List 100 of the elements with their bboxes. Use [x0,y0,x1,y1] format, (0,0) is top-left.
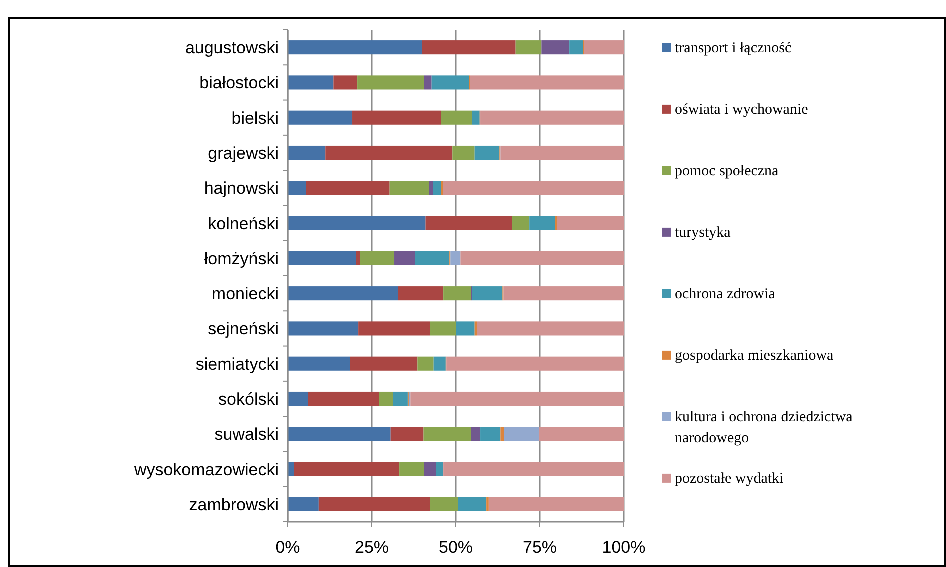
y-tick-label: zambrowski [189,495,279,514]
bar [450,251,461,266]
legend-label: gospodarka mieszkaniowa [675,348,834,364]
bar [288,286,398,301]
bar [288,181,306,196]
bar [415,251,450,266]
bar [488,497,624,512]
bar [432,76,470,90]
bar [557,216,624,230]
bar [410,392,624,406]
y-tick-label: grajewski [208,144,279,163]
x-tick-label: 25% [354,538,390,557]
bar [318,497,430,512]
bar [441,110,472,125]
bar [288,356,350,371]
bar [358,322,430,336]
bar [288,497,319,512]
legend-label: pomoc społeczna [675,163,780,180]
legend-label: turystyka [675,224,732,241]
bar [334,76,358,90]
bar [326,146,453,160]
y-tick-label: łomżyński [204,249,279,268]
bar [433,181,442,196]
bar [418,356,434,371]
bar [452,146,475,160]
y-tick-label: hajnowski [204,179,279,198]
x-tick-label: 0% [276,538,300,557]
bar [422,40,516,55]
legend-label: pozostałe wydatki [675,470,784,487]
x-tick-label: 75% [522,538,558,557]
bar [570,40,584,55]
bar [504,427,539,442]
bar [308,392,380,406]
bar [500,427,504,442]
bar [424,76,432,90]
bar [584,40,624,55]
x-tick-label: 50% [438,538,474,557]
y-tick-label: sokólski [218,390,279,409]
bar [516,40,542,55]
bar [471,427,481,442]
bar [430,497,458,512]
bar [444,286,472,301]
y-tick-label: siemiatycki [196,354,279,374]
bar [390,181,430,196]
y-tick-label: moniecki [212,284,279,304]
bar [443,181,624,196]
bar [294,462,400,476]
bar [538,427,624,442]
bar [400,462,424,476]
bar [356,251,360,266]
bar [472,110,480,125]
bar [444,462,624,476]
bar [394,392,408,406]
bar [394,251,416,266]
bar [430,322,456,336]
bar [530,216,556,230]
bar [460,251,624,266]
bar [358,76,424,90]
bar [288,322,359,336]
legend-label: oświata i wychowanie [675,102,809,118]
y-tick-label: suwalski [214,425,279,444]
bar [436,462,444,476]
legend-label: kultura i ochrona dziedzictwa narodowego [675,409,854,446]
bar [390,427,424,442]
y-tick-label: kolneński [208,214,279,234]
bar [542,40,570,55]
y-tick-label: białostocki [200,74,279,93]
bar [474,146,500,160]
y-tick-label: sejneński [208,320,279,339]
bar [458,497,487,512]
bar [500,146,624,160]
bar [480,110,624,125]
bar [352,110,442,125]
bar [477,322,624,336]
x-tick-label: 100% [602,538,646,557]
bar [480,427,501,442]
bar [288,427,391,442]
bar [398,286,444,301]
y-tick-label: wysokomazowiecki [133,460,279,480]
bar [472,286,503,301]
bar [288,251,356,266]
bar [288,146,326,160]
bar [512,216,530,230]
y-tick-label: augustowski [185,38,279,58]
bar [379,392,394,406]
bar [306,181,390,196]
bar [288,392,308,406]
bar [350,356,418,371]
bar [446,356,624,371]
bar [434,356,446,371]
bar [288,40,422,55]
bar [456,322,475,336]
y-tick-label: bielski [232,108,279,128]
bar [470,76,624,90]
bar [288,76,334,90]
bar [424,427,472,442]
bar [504,286,624,301]
bar [424,462,436,476]
bar [288,216,426,230]
bar [426,216,512,230]
